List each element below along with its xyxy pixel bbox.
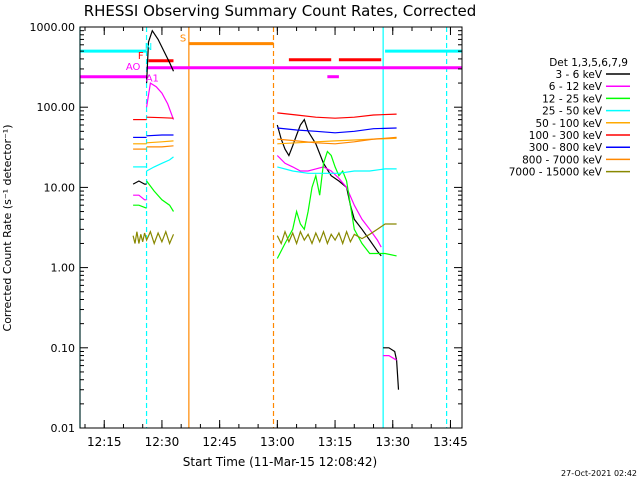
y-tick-label-3: 1.00 xyxy=(51,262,76,275)
y-tick-label-0: 1000.00 xyxy=(30,21,76,34)
series-2-segment-1 xyxy=(146,180,175,212)
legend-label-8: 7000 - 15000 keV xyxy=(509,167,603,179)
legend-label-0: 3 - 6 keV xyxy=(555,69,602,81)
legend-label-6: 300 - 800 keV xyxy=(529,142,603,154)
series-7-segment-1 xyxy=(146,145,174,148)
legend-title: Det 1,3,5,6,7,9 xyxy=(549,57,628,69)
legend-label-5: 100 - 300 keV xyxy=(529,130,603,142)
series-2-segment-2 xyxy=(276,150,397,259)
series-8-segment-1 xyxy=(276,223,397,246)
series-1-segment-1 xyxy=(146,82,175,120)
x-tick-label-5: 13:30 xyxy=(375,435,410,449)
series-5-segment-2 xyxy=(277,112,397,119)
legend-label-4: 50 - 100 keV xyxy=(535,118,602,130)
series-5-segment-1 xyxy=(146,116,174,119)
flag-label-0: S xyxy=(180,33,186,44)
y-tick-label-4: 0.10 xyxy=(51,342,76,355)
y-tick-label-2: 10.00 xyxy=(44,181,76,194)
y-axis: 1000.00 100.00 10.00 1.00 0.10 0.01 xyxy=(30,21,462,435)
y-tick-label-5: 0.01 xyxy=(51,422,76,435)
series-1-segment-3 xyxy=(383,355,397,361)
x-tick-label-4: 13:15 xyxy=(318,435,353,449)
flag-label-4: A1 xyxy=(146,73,159,84)
flag-label-1: F xyxy=(138,51,144,62)
legend-label-1: 6 - 12 keV xyxy=(549,81,603,93)
x-axis-label: Start Time (11-Mar-15 12:08:42) xyxy=(183,455,377,469)
series-0-segment-0 xyxy=(132,180,147,185)
series-2-segment-0 xyxy=(133,204,147,209)
series-1-segment-0 xyxy=(133,194,147,201)
x-axis: 12:15 12:30 12:45 13:00 13:15 13:30 13:45 xyxy=(84,27,468,449)
x-tick-label-2: 12:45 xyxy=(202,435,237,449)
x-tick-label-0: 12:15 xyxy=(87,435,122,449)
series-0-segment-2 xyxy=(276,118,382,257)
series-3-segment-2 xyxy=(277,166,397,174)
x-tick-label-1: 12:30 xyxy=(145,435,180,449)
footer-date: 27-Oct-2021 02:42 xyxy=(561,469,637,478)
legend-label-7: 800 - 7000 keV xyxy=(522,154,603,166)
chart-title: RHESSI Observing Summary Count Rates, Co… xyxy=(84,2,477,20)
x-tick-label-6: 13:45 xyxy=(433,435,468,449)
series-4-segment-1 xyxy=(146,140,174,144)
flag-label-3: AO xyxy=(126,62,141,73)
legend-label-2: 12 - 25 keV xyxy=(542,93,603,105)
flag-label-2: N xyxy=(145,42,152,53)
plot-area: S FN AO A1 xyxy=(79,27,462,428)
series-6-segment-1 xyxy=(146,134,174,137)
series-0-segment-3 xyxy=(383,347,400,390)
series-0-segment-1 xyxy=(146,29,175,84)
series-3-segment-1 xyxy=(146,156,174,172)
series-6-segment-2 xyxy=(277,127,397,134)
x-tick-label-3: 13:00 xyxy=(260,435,295,449)
series-8-segment-0 xyxy=(132,229,175,246)
series-7-segment-2 xyxy=(277,136,397,145)
legend-label-3: 25 - 50 keV xyxy=(542,106,603,118)
y-tick-label-1: 100.00 xyxy=(37,101,76,114)
y-axis-label: Corrected Count Rate (s⁻¹ detector⁻¹) xyxy=(1,125,14,332)
series-1-segment-2 xyxy=(276,155,382,248)
plot-frame xyxy=(79,26,463,429)
